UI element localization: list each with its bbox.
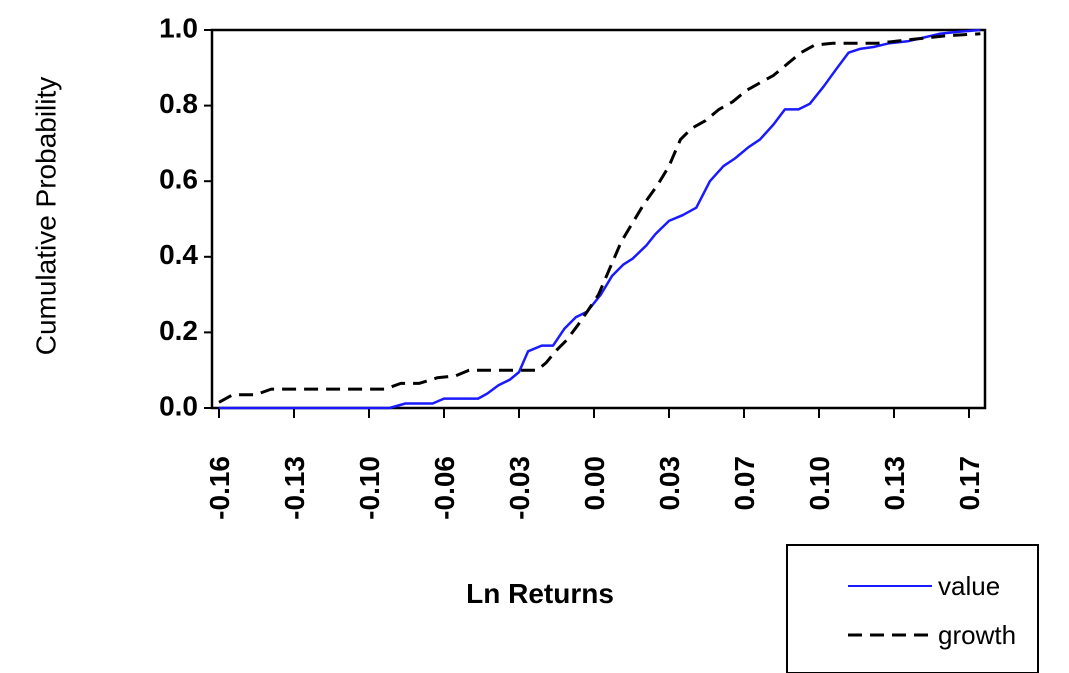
series-layer xyxy=(218,28,981,410)
y-tick-label: 0.2 xyxy=(159,315,198,346)
x-tick-label: 0.10 xyxy=(804,456,835,511)
x-tick-label: -0.06 xyxy=(429,456,460,520)
series-line-growth xyxy=(218,32,981,404)
legend-box xyxy=(786,544,1039,673)
x-tick-label: -0.10 xyxy=(354,456,385,520)
y-axis-ticks: 0.0 0.2 0.4 0.6 0.8 1.0 xyxy=(159,12,212,421)
x-tick-label: 0.07 xyxy=(729,456,760,511)
legend-label-growth: growth xyxy=(938,620,1016,650)
x-tick-label: -0.13 xyxy=(279,456,310,520)
y-tick-label: 0.6 xyxy=(159,164,198,195)
x-tick-label: 0.00 xyxy=(579,456,610,511)
y-tick-label: 0.4 xyxy=(159,239,198,270)
x-tick-label: -0.16 xyxy=(204,456,235,520)
legend: value growth xyxy=(786,544,1039,673)
x-tick-label: 0.17 xyxy=(954,456,985,511)
y-tick-label: 1.0 xyxy=(159,12,198,43)
y-axis-title: Cumulative Probability xyxy=(30,77,61,356)
x-tick-label: -0.03 xyxy=(504,456,535,520)
x-tick-label: 0.13 xyxy=(879,456,910,511)
x-axis-title: Ln Returns xyxy=(466,578,614,609)
legend-label-value: value xyxy=(938,571,1000,601)
series-line-value xyxy=(219,28,981,410)
x-axis-ticks: -0.16 -0.13 -0.10 -0.06 -0.03 0.00 0.03 0.07 0.1… xyxy=(204,408,985,520)
plot-area-frame xyxy=(210,28,987,410)
x-tick-label: 0.03 xyxy=(654,456,685,511)
y-tick-label: 0.0 xyxy=(159,390,198,421)
y-tick-label: 0.8 xyxy=(159,88,198,119)
